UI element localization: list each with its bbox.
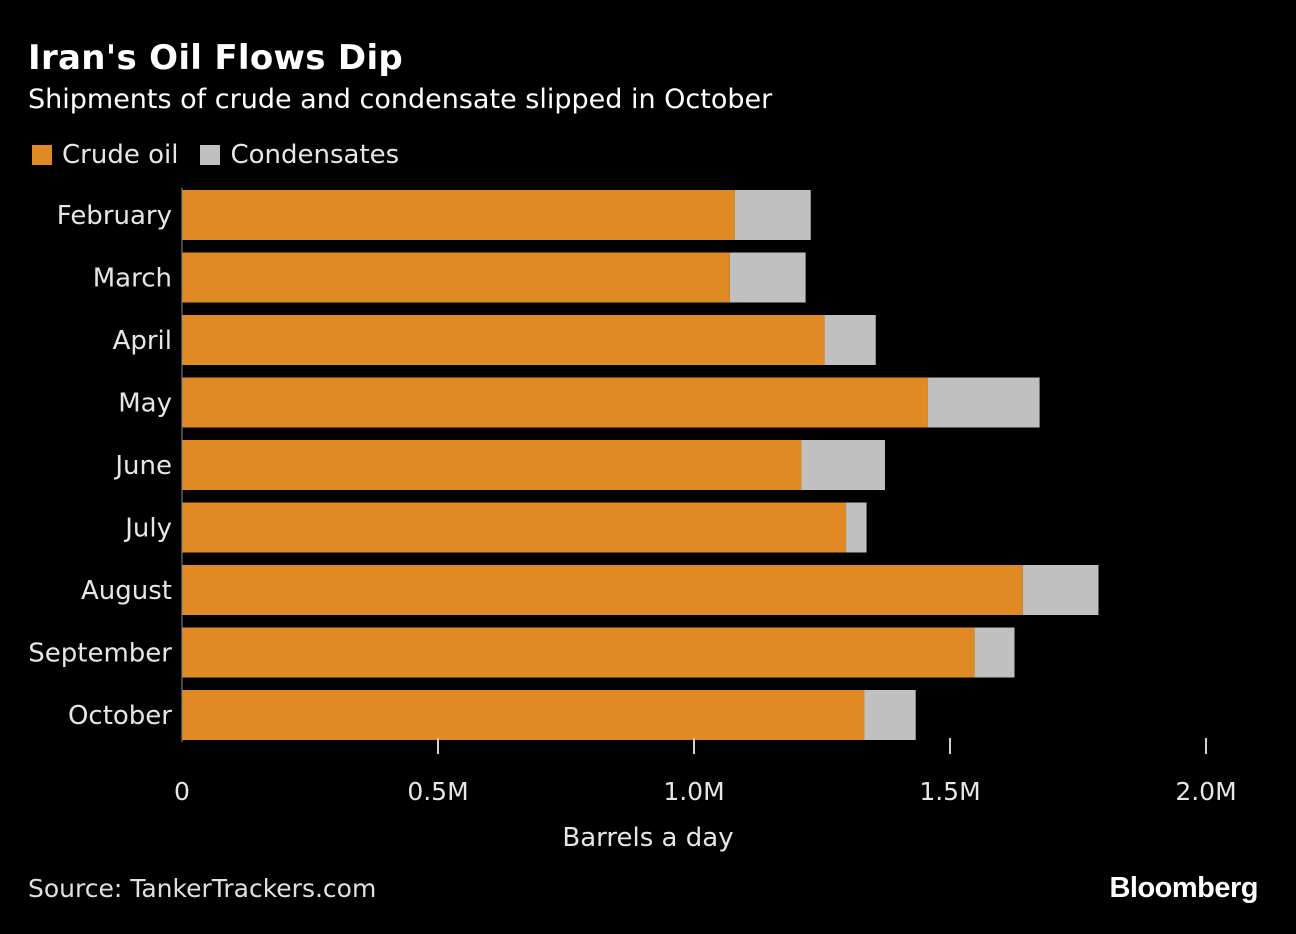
legend-item-condensates: Condensates xyxy=(200,140,399,170)
category-label-may: May xyxy=(118,389,172,419)
legend-label-condensates: Condensates xyxy=(230,140,400,170)
category-label-august: August xyxy=(81,576,172,606)
bar-condensates-march xyxy=(729,252,806,303)
bar-crude-march xyxy=(182,252,730,303)
bar-condensates-september xyxy=(974,627,1015,678)
bar-crude-april xyxy=(182,315,825,365)
bar-condensates-august xyxy=(1022,565,1099,615)
category-label-april: April xyxy=(113,326,172,356)
bar-crude-october xyxy=(182,690,865,740)
legend-swatch-crude xyxy=(32,145,52,165)
bar-crude-july xyxy=(182,502,847,553)
legend-item-crude: Crude oil xyxy=(32,140,178,170)
category-label-march: March xyxy=(93,264,172,294)
bar-condensates-june xyxy=(801,440,885,490)
bar-condensates-october xyxy=(864,690,916,740)
bar-crude-june xyxy=(182,440,802,490)
bar-condensates-may xyxy=(927,377,1040,428)
bar-condensates-april xyxy=(824,315,876,365)
legend-label-crude: Crude oil xyxy=(62,140,179,170)
category-label-september: September xyxy=(28,639,172,669)
bar-crude-august xyxy=(182,565,1023,615)
x-tick-label-0: 0 xyxy=(174,777,190,806)
bar-chart: February March April May June July August Septe… xyxy=(28,188,1237,853)
source-note: Source: TankerTrackers.com xyxy=(28,874,377,903)
category-label-october: October xyxy=(68,701,172,731)
chart-title: Iran's Oil Flows Dip xyxy=(28,38,404,78)
bar-condensates-july xyxy=(846,502,867,553)
bar-crude-february xyxy=(182,190,735,240)
brand-logo: Bloomberg xyxy=(1109,872,1258,904)
x-axis-label: Barrels a day xyxy=(562,823,733,853)
x-tick-label-4: 2.0M xyxy=(1175,777,1236,806)
x-tick-label-3: 1.5M xyxy=(919,777,980,806)
bar-crude-may xyxy=(182,377,928,428)
legend-swatch-condensates xyxy=(200,145,221,165)
category-label-july: July xyxy=(123,514,172,544)
chart-subtitle: Shipments of crude and condensate slippe… xyxy=(28,84,773,115)
category-label-june: June xyxy=(113,451,172,481)
bar-condensates-february xyxy=(734,190,811,240)
legend: Crude oil Condensates xyxy=(32,140,421,170)
category-label-february: February xyxy=(57,201,172,231)
x-tick-label-1: 0.5M xyxy=(407,777,468,806)
bar-crude-september xyxy=(182,627,975,678)
x-tick-label-2: 1.0M xyxy=(663,777,724,806)
